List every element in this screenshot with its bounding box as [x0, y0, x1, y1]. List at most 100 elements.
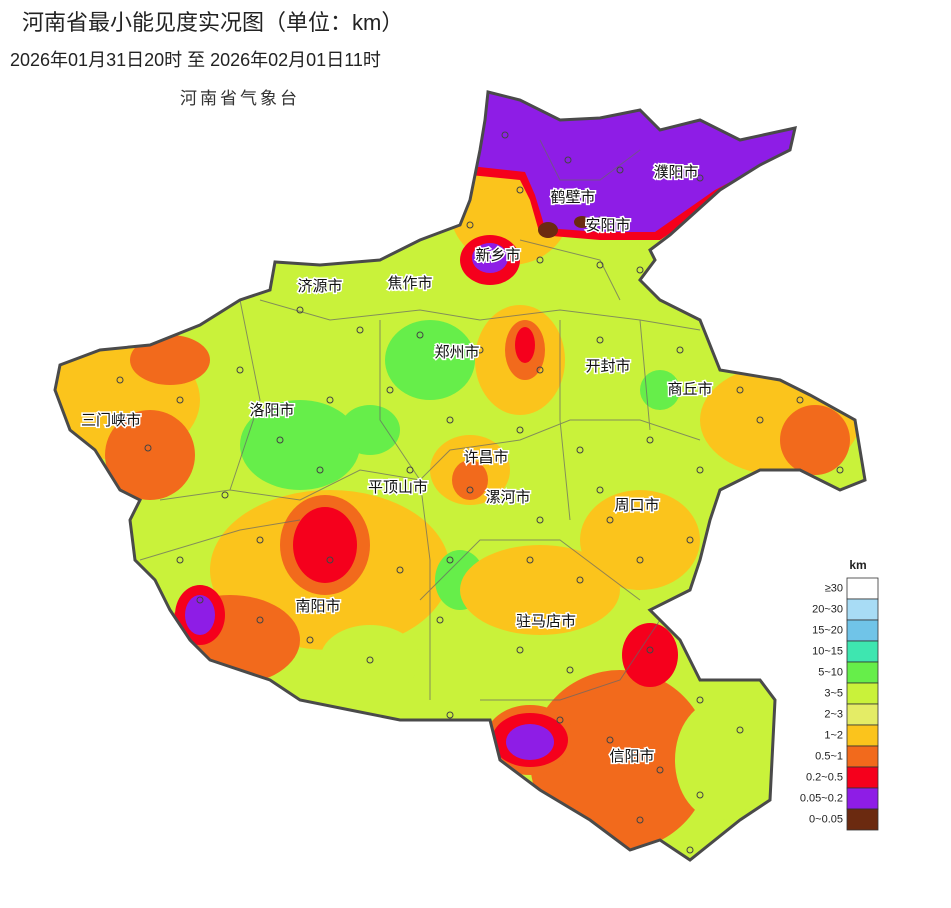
field-area: [293, 507, 357, 583]
station: [606, 516, 614, 524]
station: [176, 556, 184, 564]
station: [516, 426, 524, 434]
legend-label: 15~20: [812, 624, 843, 636]
station: [221, 491, 229, 499]
station: [116, 376, 124, 384]
station: [256, 536, 264, 544]
city-label: 新乡市: [475, 247, 520, 264]
station: [501, 131, 509, 139]
field-area: [240, 400, 360, 490]
border: [519, 139, 641, 301]
station: [616, 166, 624, 174]
legend-label: 1~2: [824, 729, 843, 741]
station: [416, 331, 424, 339]
station: [646, 436, 654, 444]
city-label: 漯河市: [485, 489, 530, 506]
station: [646, 646, 654, 654]
legend-label: ≥30: [825, 582, 843, 594]
station: [656, 766, 664, 774]
border: [379, 319, 651, 700]
station: [356, 326, 364, 334]
field-area: [506, 724, 554, 760]
city-label: 安阳市: [585, 217, 630, 234]
station: [536, 366, 544, 374]
station: [596, 336, 604, 344]
agency: 河南省气象台: [180, 89, 300, 108]
station: [606, 736, 614, 744]
station: [276, 436, 284, 444]
station: [446, 556, 454, 564]
field-area: [640, 370, 680, 410]
legend-label: 0.2~0.5: [806, 771, 843, 783]
legend-label: 10~15: [812, 645, 843, 657]
station: [436, 616, 444, 624]
station: [596, 486, 604, 494]
border: [229, 299, 661, 701]
field-area: [452, 460, 488, 500]
station: [576, 446, 584, 454]
station: [636, 816, 644, 824]
station: [736, 726, 744, 734]
border: [159, 419, 701, 501]
legend-unit: km: [849, 558, 866, 572]
field-area: [130, 335, 210, 385]
legend-swatch: [846, 682, 879, 705]
station: [144, 444, 152, 452]
station: [396, 566, 404, 574]
city-label: 周口市: [614, 497, 659, 514]
city-label: 濮阳市: [653, 164, 698, 181]
field-area: [472, 243, 508, 273]
field-area: [675, 700, 765, 820]
city-label: 平顶山市: [368, 479, 428, 496]
field-area: [320, 625, 420, 695]
station: [406, 466, 414, 474]
city-labels: 濮阳市 鹤壁市 安阳市 新乡市 济源市 焦作市 郑州市 开封市 商丘市 三门峡市…: [79, 162, 714, 766]
legend-swatch: [846, 703, 879, 726]
station: [326, 396, 334, 404]
legend-swatch: [846, 787, 879, 810]
station: [564, 156, 572, 164]
station: [446, 711, 454, 719]
city-label: 驻马店市: [516, 613, 576, 630]
station: [176, 396, 184, 404]
field-area: [185, 595, 215, 635]
station: [596, 261, 604, 269]
field-area: [538, 222, 558, 238]
station: [516, 186, 524, 194]
legend-swatch: [846, 661, 879, 684]
border: [139, 519, 641, 601]
city-label: 许昌市: [463, 449, 508, 466]
station: [256, 616, 264, 624]
station: [326, 556, 334, 564]
station: [446, 416, 454, 424]
legend-swatch: [846, 640, 879, 663]
field-area: [780, 405, 850, 475]
station: [696, 466, 704, 474]
station: [736, 386, 744, 394]
station: [366, 656, 374, 664]
legend-label: 0~0.05: [809, 813, 843, 825]
city-label: 洛阳市: [249, 402, 294, 419]
station: [556, 716, 564, 724]
legend-label: 5~10: [818, 666, 843, 678]
city-label: 信阳市: [609, 748, 654, 765]
station: [316, 466, 324, 474]
station: [536, 516, 544, 524]
station: [686, 846, 694, 854]
city-label: 鹤壁市: [550, 189, 595, 206]
legend-label: 3~5: [824, 687, 843, 699]
station: [236, 366, 244, 374]
legend-label: 20~30: [812, 603, 843, 615]
station: [796, 396, 804, 404]
station: [696, 696, 704, 704]
visibility-field: [55, 92, 865, 860]
field-area: [622, 623, 678, 687]
station: [636, 556, 644, 564]
legend-swatch: [846, 745, 879, 768]
station: [836, 466, 844, 474]
station: [516, 646, 524, 654]
station: [306, 636, 314, 644]
title: 河南省最小能见度实况图（单位：km）: [22, 10, 403, 35]
city-label: 三门峡市: [81, 412, 141, 429]
